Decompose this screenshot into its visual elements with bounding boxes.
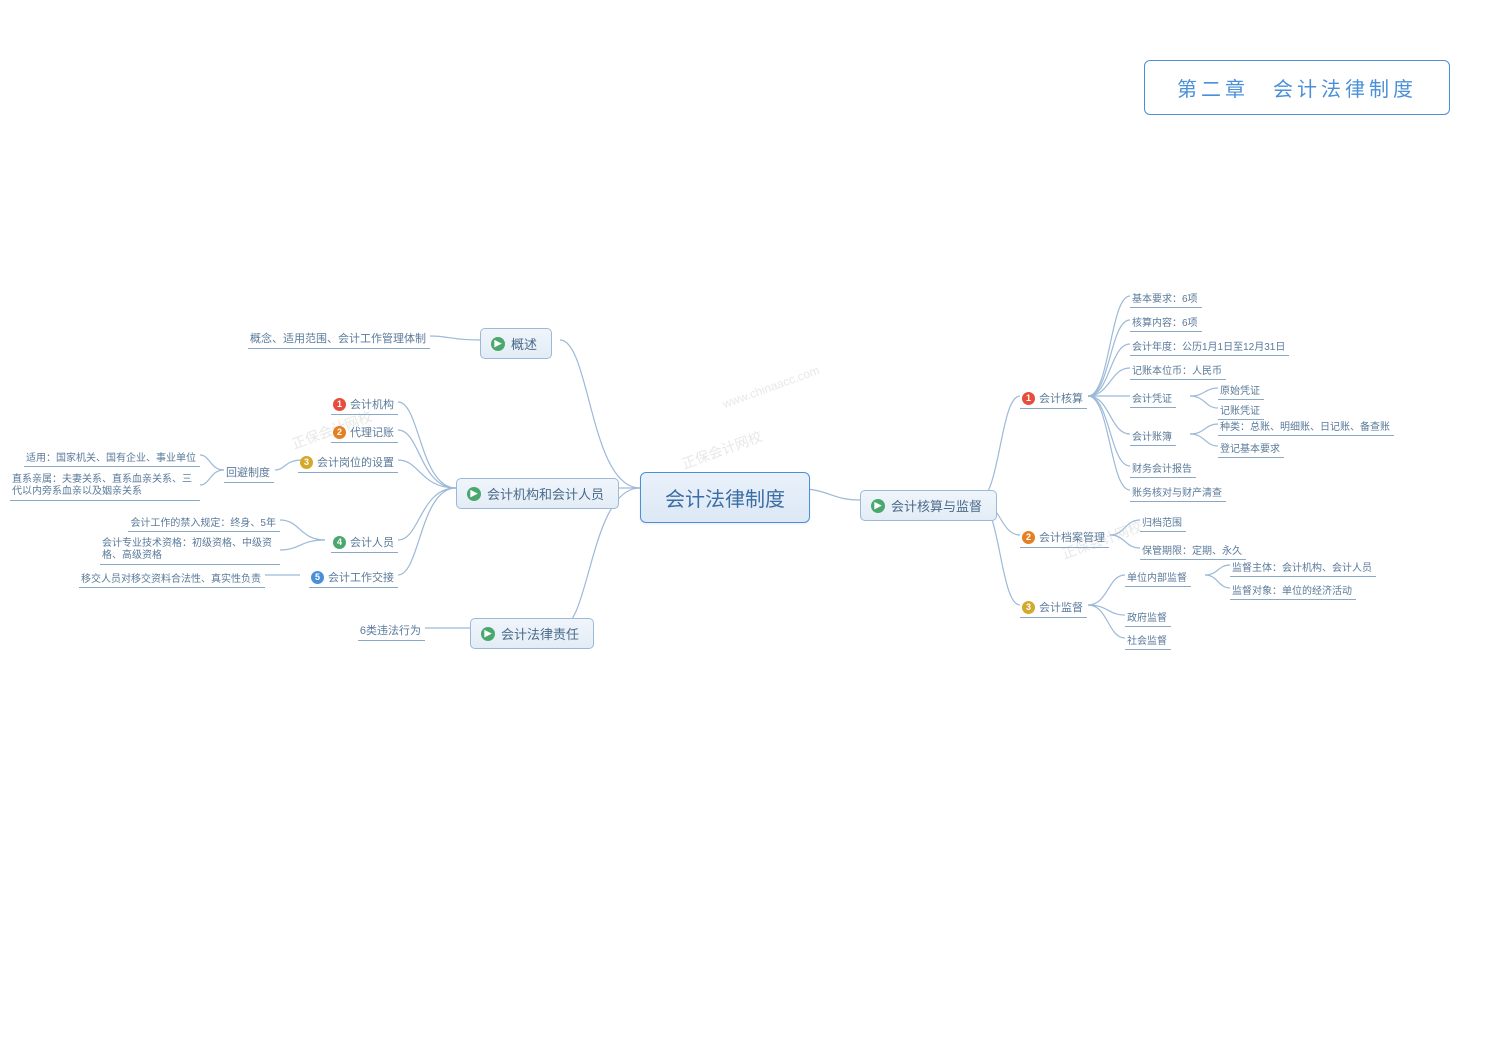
leaf-staff-1: 会计工作的禁入规定：终身、5年 [128, 512, 280, 532]
bullet-icon: ▶ [481, 627, 495, 641]
leaf-org-2[interactable]: 2 代理记账 [331, 422, 398, 443]
leaf-archive[interactable]: 2 会计档案管理 [1020, 527, 1109, 548]
leaf-sup-social: 社会监督 [1125, 630, 1171, 650]
leaf-sup-internal-2: 监督对象：单位的经济活动 [1230, 580, 1356, 600]
leaf-overview-detail[interactable]: 概念、适用范围、会计工作管理体制 [248, 328, 430, 349]
leaf-supervise[interactable]: 3 会计监督 [1020, 597, 1087, 618]
num-badge: 2 [1022, 531, 1035, 544]
leaf-calc-4: 记账本位币：人民币 [1130, 360, 1226, 380]
leaf-label: 会计人员 [350, 534, 394, 550]
node-label: 概述 [511, 334, 537, 353]
num-badge: 1 [333, 398, 346, 411]
leaf-voucher[interactable]: 会计凭证 [1130, 388, 1176, 408]
node-accounting-sup[interactable]: ▶ 会计核算与监督 [860, 490, 997, 521]
leaf-label: 会计监督 [1039, 599, 1083, 615]
leaf-label: 会计核算 [1039, 390, 1083, 406]
leaf-books-1: 种类：总账、明细账、日记账、备查账 [1218, 416, 1394, 436]
leaf-label: 代理记账 [350, 424, 394, 440]
node-label: 会计机构和会计人员 [487, 484, 604, 503]
leaf-label: 会计档案管理 [1039, 529, 1105, 545]
node-overview[interactable]: ▶ 概述 [480, 328, 552, 359]
num-badge: 1 [1022, 392, 1035, 405]
center-node[interactable]: 会计法律制度 [640, 472, 810, 523]
bullet-icon: ▶ [467, 487, 481, 501]
num-badge: 2 [333, 426, 346, 439]
leaf-handover: 移交人员对移交资料合法性、真实性负责 [79, 568, 265, 588]
leaf-calc-1: 基本要求：6项 [1130, 288, 1202, 308]
leaf-label: 会计机构 [350, 396, 394, 412]
leaf-calc[interactable]: 1 会计核算 [1020, 388, 1087, 409]
leaf-books-2: 登记基本要求 [1218, 438, 1284, 458]
leaf-books[interactable]: 会计账簿 [1130, 426, 1176, 446]
node-liability[interactable]: ▶ 会计法律责任 [470, 618, 594, 649]
leaf-sup-internal[interactable]: 单位内部监督 [1125, 567, 1191, 587]
leaf-org-5[interactable]: 5 会计工作交接 [309, 567, 398, 588]
leaf-staff-2: 会计专业技术资格：初级资格、中级资格、高级资格 [100, 536, 280, 565]
leaf-org-4[interactable]: 4 会计人员 [331, 532, 398, 553]
num-badge: 5 [311, 571, 324, 584]
node-label: 会计核算与监督 [891, 496, 982, 515]
num-badge: 3 [1022, 601, 1035, 614]
leaf-label: 会计岗位的设置 [317, 454, 394, 470]
node-org-staff[interactable]: ▶ 会计机构和会计人员 [456, 478, 619, 509]
leaf-avoidance-1: 适用：国家机关、国有企业、事业单位 [24, 447, 200, 467]
bullet-icon: ▶ [871, 499, 885, 513]
num-badge: 3 [300, 456, 313, 469]
node-label: 会计法律责任 [501, 624, 579, 643]
leaf-sup-internal-1: 监督主体：会计机构、会计人员 [1230, 557, 1376, 577]
leaf-calc-2: 核算内容：6项 [1130, 312, 1202, 332]
chapter-header: 第二章 会计法律制度 [1144, 60, 1450, 115]
num-badge: 4 [333, 536, 346, 549]
leaf-sup-gov: 政府监督 [1125, 607, 1171, 627]
leaf-calc-3: 会计年度：公历1月1日至12月31日 [1130, 336, 1289, 356]
leaf-calc-extra-2: 账务核对与财产清查 [1130, 482, 1226, 502]
watermark-url: www.chinaacc.com [721, 363, 822, 411]
leaf-voucher-1: 原始凭证 [1218, 380, 1264, 400]
bullet-icon: ▶ [491, 337, 505, 351]
leaf-avoidance-2: 直系亲属：夫妻关系、直系血亲关系、三代以内旁系血亲以及姻亲关系 [10, 472, 200, 501]
watermark: 正保会计网校 [679, 426, 765, 474]
leaf-liability[interactable]: 6类违法行为 [358, 620, 425, 641]
leaf-avoidance[interactable]: 回避制度 [224, 462, 274, 483]
leaf-org-3[interactable]: 3 会计岗位的设置 [298, 452, 398, 473]
leaf-archive-1: 归档范围 [1140, 512, 1186, 532]
leaf-org-1[interactable]: 1 会计机构 [331, 394, 398, 415]
leaf-label: 会计工作交接 [328, 569, 394, 585]
leaf-calc-extra-1: 财务会计报告 [1130, 458, 1196, 478]
